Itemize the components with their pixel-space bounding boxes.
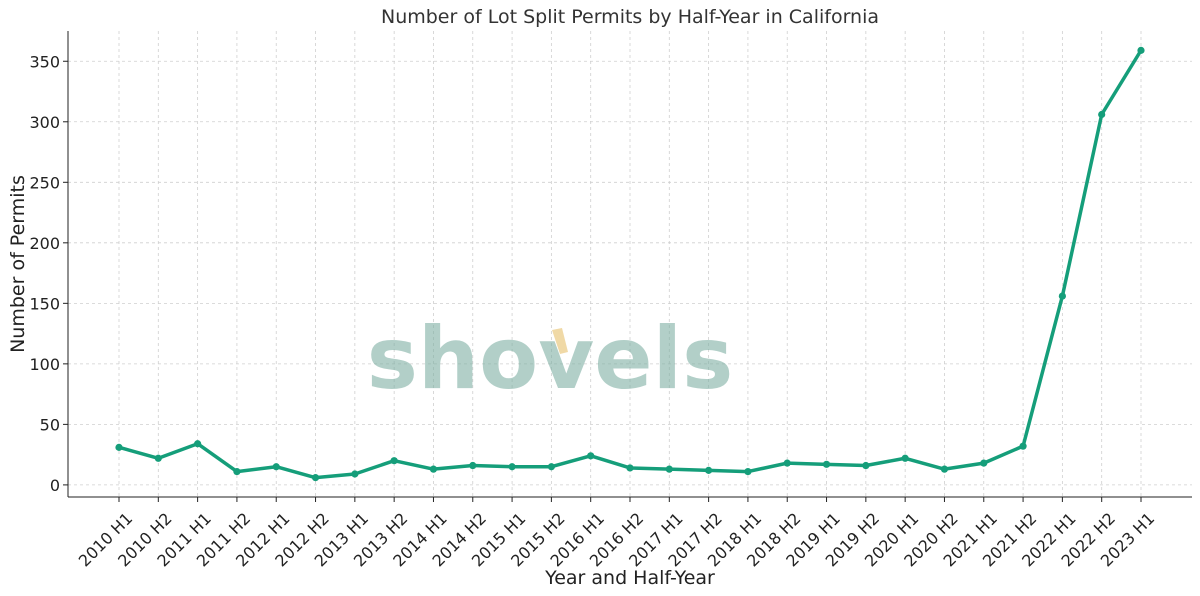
data-point bbox=[311, 474, 320, 482]
chart-title: Number of Lot Split Permits by Half-Year… bbox=[381, 6, 879, 28]
data-point bbox=[1019, 442, 1027, 450]
data-point bbox=[705, 466, 713, 474]
data-point bbox=[1058, 292, 1066, 300]
data-point bbox=[194, 440, 202, 448]
data-point bbox=[665, 465, 673, 473]
watermark-text: shovels bbox=[367, 309, 734, 409]
data-point bbox=[390, 457, 398, 465]
y-tick-label: 150 bbox=[29, 294, 60, 313]
y-tick-label: 300 bbox=[29, 113, 60, 132]
data-point bbox=[862, 461, 870, 470]
y-axis-ticks: 0 50 100 150 200 250 300 350 bbox=[29, 52, 68, 495]
data-point bbox=[508, 463, 516, 471]
y-tick-label: 250 bbox=[29, 173, 60, 192]
data-point bbox=[1137, 46, 1145, 54]
y-tick-label: 50 bbox=[40, 415, 60, 434]
data-point bbox=[272, 463, 280, 471]
y-axis-title: Number of Permits bbox=[7, 175, 29, 353]
data-point bbox=[547, 463, 555, 471]
data-point bbox=[154, 454, 162, 462]
data-point bbox=[351, 470, 359, 478]
data-point bbox=[940, 465, 949, 473]
x-axis-title: Year and Half-Year bbox=[544, 567, 715, 589]
y-tick-label: 350 bbox=[29, 52, 60, 71]
watermark-logo: shovels bbox=[367, 309, 734, 409]
y-tick-label: 200 bbox=[29, 234, 60, 253]
watermark-accent-icon bbox=[552, 328, 568, 354]
data-point bbox=[783, 459, 791, 467]
series-line bbox=[118, 49, 1143, 480]
grid-lines bbox=[68, 31, 1192, 497]
series-points bbox=[115, 46, 1145, 482]
data-point bbox=[901, 454, 909, 462]
y-tick-label: 0 bbox=[50, 476, 60, 495]
data-point bbox=[469, 461, 477, 470]
data-point bbox=[626, 464, 634, 472]
data-point bbox=[980, 459, 988, 467]
data-point bbox=[233, 467, 241, 476]
data-point bbox=[1098, 110, 1106, 119]
data-point bbox=[115, 443, 123, 451]
y-tick-label: 100 bbox=[29, 355, 60, 374]
data-point bbox=[429, 465, 438, 473]
data-point bbox=[744, 467, 752, 476]
data-point bbox=[587, 452, 595, 460]
data-point bbox=[822, 460, 831, 468]
